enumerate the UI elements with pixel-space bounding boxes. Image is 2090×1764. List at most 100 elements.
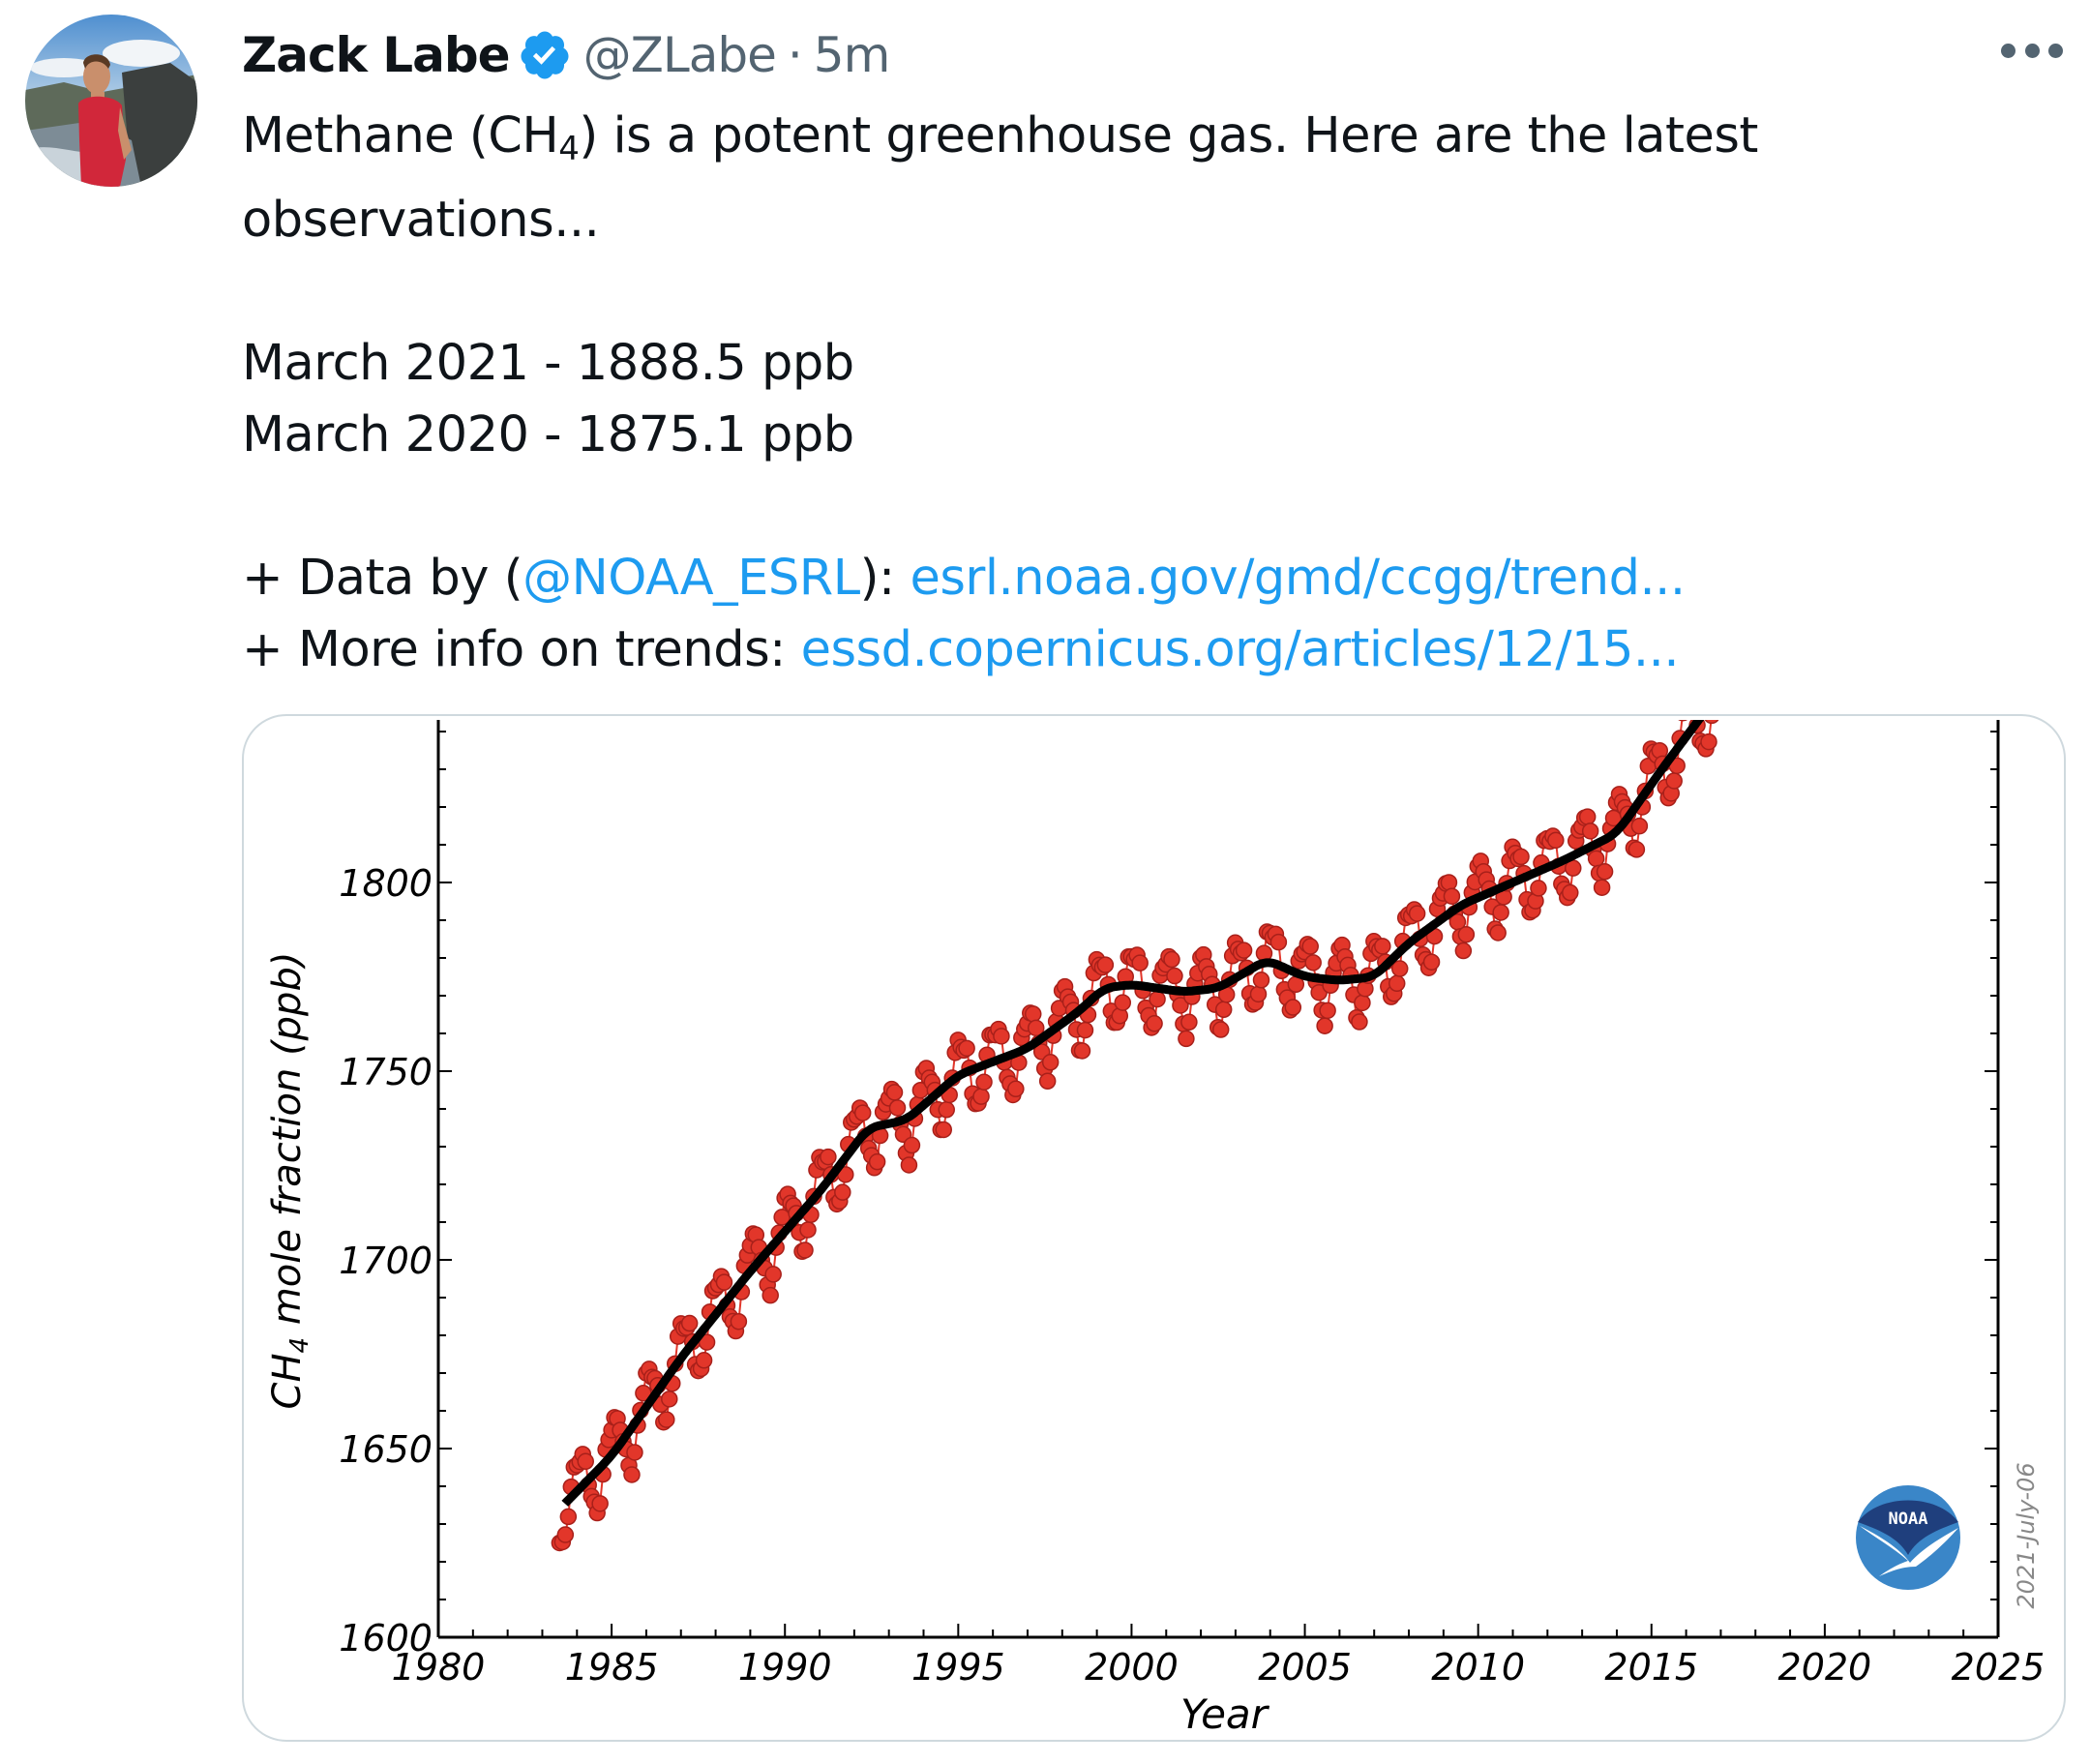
tweet-header: Zack Labe @ZLabe · 5m [242, 21, 891, 89]
data-point [1319, 1002, 1336, 1020]
mention-link[interactable]: @NOAA_ESRL [522, 550, 860, 607]
noaa-logo-text: NOAA [1889, 1510, 1928, 1529]
data-point [1627, 841, 1646, 858]
data-point [1163, 950, 1180, 969]
data-point [972, 1088, 990, 1105]
data-point [1076, 1021, 1094, 1039]
data-point [626, 1444, 643, 1461]
text-line-2: observations... [242, 192, 600, 249]
avatar-photo [25, 15, 197, 187]
data-point [1172, 997, 1189, 1014]
data-point [938, 1101, 955, 1119]
data-point [885, 1084, 904, 1101]
verified-badge-icon [521, 31, 569, 79]
more-options-icon[interactable] [2001, 37, 2063, 64]
data-point [853, 1104, 872, 1121]
text-line-1: Methane (CH4) is a potent greenhouse gas… [242, 101, 2003, 185]
text-segment: ): [859, 550, 911, 607]
data-point [1388, 974, 1406, 993]
subscript-4: 4 [558, 130, 580, 168]
data-point [698, 1333, 716, 1351]
data-point [1408, 905, 1426, 922]
data-point [1443, 887, 1461, 905]
data-point [1512, 848, 1530, 866]
data-point [591, 1495, 609, 1512]
text-segment: Methane (CH [242, 107, 559, 164]
data-point [577, 1452, 594, 1471]
x-tick-label: 2000 [1085, 1646, 1179, 1689]
y-tick-label: 1700 [339, 1240, 433, 1282]
data-point [1457, 925, 1476, 943]
data-point [1269, 933, 1288, 951]
data-point [935, 1121, 952, 1139]
data-point [715, 1273, 733, 1291]
x-tick-label: 1980 [392, 1646, 486, 1689]
x-tick-label: 2010 [1431, 1646, 1525, 1689]
data-point [1304, 954, 1322, 972]
data-point [1131, 954, 1149, 972]
trend-line-group [561, 720, 1705, 1508]
data-point [1454, 942, 1473, 960]
text-segment: ) is a potent greenhouse gas. Here are t… [579, 107, 1758, 164]
data-point [1593, 879, 1611, 896]
data-point [894, 1125, 912, 1144]
data-point [1284, 999, 1302, 1016]
data-point [680, 1314, 699, 1332]
observation-2021: March 2021 - 1888.5 ppb [242, 335, 854, 392]
data-point [764, 1266, 782, 1283]
data-point [1578, 808, 1597, 825]
copernicus-link[interactable]: essd.copernicus.org/articles/12/15... [800, 621, 1680, 678]
data-point [1007, 1080, 1025, 1098]
data-point [1351, 1013, 1368, 1031]
avatar[interactable] [25, 15, 197, 187]
data-point [1581, 822, 1599, 840]
y-tick-label: 1750 [339, 1051, 433, 1093]
data-point [1354, 994, 1371, 1012]
data-point [1038, 1072, 1057, 1091]
x-tick-label: 1990 [738, 1646, 832, 1689]
text-segment: + More info on trends: [242, 621, 801, 678]
tweet-text: Methane (CH4) is a potent greenhouse gas… [242, 101, 2003, 686]
methane-chart: 1600 1650 1700 1750 1800 1980 1985 1990 1995 2000… [265, 720, 2045, 1738]
data-point [559, 1508, 578, 1526]
data-point [695, 1352, 713, 1369]
data-point [1041, 1054, 1060, 1071]
x-tick-label: 2005 [1258, 1646, 1352, 1689]
timestamp[interactable]: 5m [813, 27, 891, 83]
data-point [1678, 720, 1688, 722]
observation-2020: March 2020 - 1875.1 ppb [242, 406, 854, 463]
data-point [1146, 1015, 1163, 1032]
x-tick-label: 1985 [565, 1646, 659, 1689]
data-point [1149, 990, 1166, 1008]
esrl-link[interactable]: esrl.noaa.gov/gmd/ccgg/trend... [910, 550, 1686, 607]
data-point [1704, 720, 1719, 725]
data-point [796, 1241, 814, 1259]
x-tick-label: 1995 [911, 1646, 1005, 1689]
data-point [730, 1312, 748, 1330]
data-point [1096, 956, 1115, 973]
data-point [834, 1183, 851, 1201]
author-name[interactable]: Zack Labe [242, 27, 511, 83]
data-point [975, 1073, 993, 1091]
data-point [1422, 953, 1441, 971]
data-source-line: + Data by (@NOAA_ESRL): esrl.noaa.gov/gm… [242, 543, 2003, 614]
data-point [1440, 874, 1458, 891]
author-handle[interactable]: @ZLabe [582, 27, 777, 83]
more-dot [2024, 43, 2040, 58]
data-point [761, 1286, 779, 1304]
chart-card[interactable]: 1600 1650 1700 1750 1800 1980 1985 1990 1995 2000… [242, 714, 2066, 1742]
data-point [1390, 960, 1409, 977]
data-point [1073, 1042, 1091, 1060]
data-point [1249, 985, 1268, 1003]
data-point [1166, 967, 1183, 985]
data-point [1214, 1001, 1233, 1019]
data-point [1630, 817, 1649, 835]
y-tick-label: 1650 [339, 1428, 433, 1471]
y-tick-label: 1800 [339, 862, 433, 905]
y-tick-label: 1600 [339, 1617, 433, 1659]
data-point [556, 1526, 575, 1543]
data-point [799, 1221, 817, 1239]
data-point [661, 1390, 678, 1408]
data-point [1492, 904, 1509, 921]
data-point [1211, 1021, 1230, 1038]
